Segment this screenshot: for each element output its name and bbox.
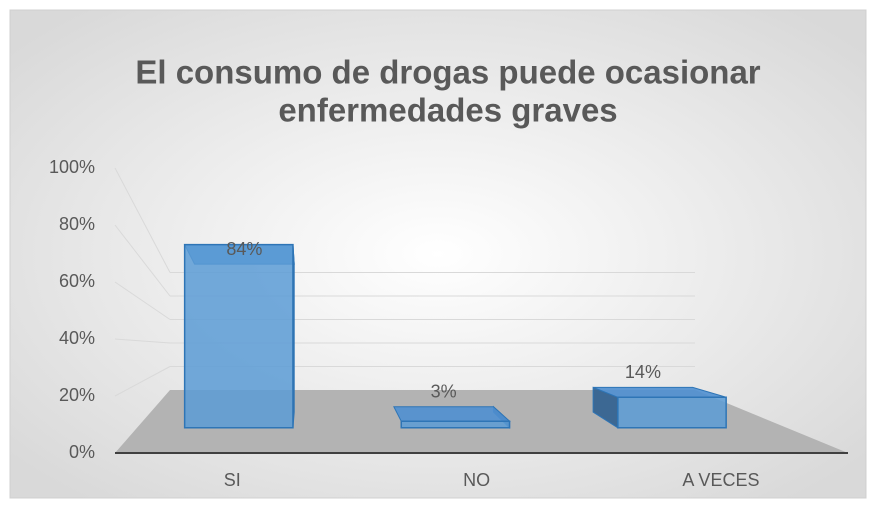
y-tick-label: 40% — [59, 328, 95, 348]
y-tick-label: 60% — [59, 271, 95, 291]
x-tick-label: NO — [463, 470, 490, 490]
grid-line — [114, 338, 171, 344]
x-tick-label: A VECES — [682, 470, 759, 490]
bar — [400, 420, 511, 429]
data-label: 84% — [226, 239, 262, 259]
grid-line — [114, 224, 171, 297]
y-tick-label: 80% — [59, 214, 95, 234]
data-label: 14% — [625, 362, 661, 382]
bar — [183, 243, 294, 429]
grid-line — [114, 167, 171, 273]
grid-line — [114, 281, 171, 320]
chart-title: enfermedades graves — [278, 92, 617, 129]
y-tick-label: 100% — [49, 157, 95, 177]
chart-title: El consumo de drogas puede ocasionar — [135, 54, 760, 91]
y-tick-label: 0% — [69, 442, 95, 462]
data-label: 3% — [431, 382, 457, 402]
grid-line — [114, 366, 171, 397]
bar-top — [393, 406, 511, 422]
bar — [617, 396, 727, 429]
y-tick-label: 20% — [59, 385, 95, 405]
x-tick-label: SI — [224, 470, 241, 490]
